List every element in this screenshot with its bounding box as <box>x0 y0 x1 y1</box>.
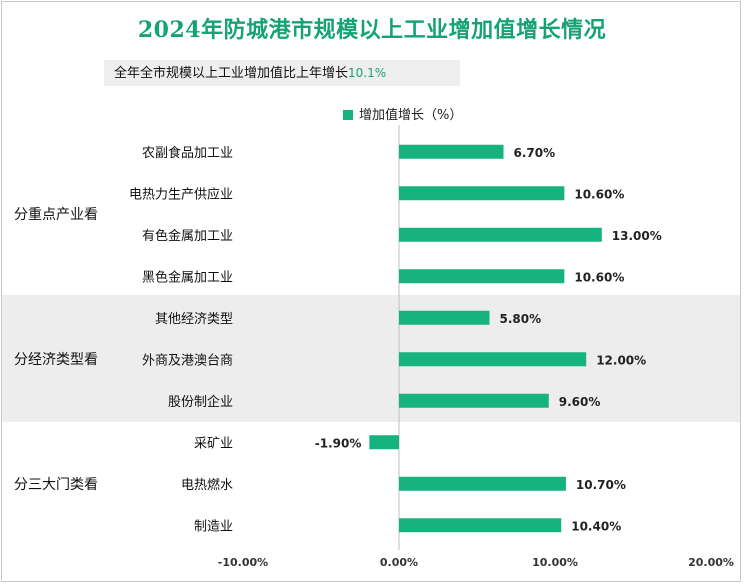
bar <box>399 518 562 533</box>
category-label: 采矿业 <box>194 436 233 451</box>
group-label-economic-type: 分经济类型看 <box>14 352 98 369</box>
category-label: 电热力生产供应业 <box>129 186 233 202</box>
bar <box>399 352 587 367</box>
legend-swatch <box>343 110 353 120</box>
category-label: 农副食品加工业 <box>142 145 233 161</box>
data-label: 10.40% <box>571 519 621 533</box>
data-label: 5.80% <box>499 312 541 326</box>
group-band-economic-type <box>2 295 740 422</box>
x-tick-label: -10.00% <box>218 556 268 569</box>
bar <box>369 435 399 450</box>
data-label: 10.70% <box>576 478 626 492</box>
bar <box>399 476 566 491</box>
chart-title: 2024年防城港市规模以上工业增加值增长情况 <box>137 17 607 43</box>
bar <box>399 310 490 325</box>
category-label: 黑色金属加工业 <box>142 269 233 285</box>
category-label: 其他经济类型 <box>155 312 233 327</box>
data-label: 10.60% <box>574 270 624 284</box>
bar <box>399 186 565 201</box>
legend: 增加值增长（%） <box>343 104 462 123</box>
bar <box>399 393 549 408</box>
category-label: 外商及港澳台商 <box>142 352 233 368</box>
category-label: 制造业 <box>194 519 233 534</box>
group-label-three-sectors: 分三大门类看 <box>14 476 98 493</box>
summary-box: 全年全市规模以上工业增加值比上年增长10.1% <box>104 60 460 86</box>
data-label: 13.00% <box>612 229 662 243</box>
summary-label: 全年全市规模以上工业增加值比上年增长 <box>114 66 349 81</box>
data-label: 9.60% <box>559 395 601 409</box>
summary-value: 10.1% <box>348 66 387 80</box>
data-label: 12.00% <box>596 353 646 367</box>
bar <box>399 144 504 159</box>
data-label: 10.60% <box>574 187 624 201</box>
group-label-key-industry: 分重点产业看 <box>14 207 98 223</box>
bar <box>399 269 565 284</box>
x-tick-label: 10.00% <box>532 556 578 569</box>
data-label: 6.70% <box>514 146 556 160</box>
legend-label: 增加值增长（%） <box>359 108 463 123</box>
category-label: 股份制企业 <box>168 394 233 410</box>
bar <box>399 227 602 242</box>
x-tick-label: 20.00% <box>688 556 734 569</box>
data-label: -1.90% <box>315 436 362 450</box>
x-tick-label: 0.00% <box>380 556 418 569</box>
category-label: 有色金属加工业 <box>142 228 233 244</box>
category-label: 电热燃水 <box>181 477 233 493</box>
